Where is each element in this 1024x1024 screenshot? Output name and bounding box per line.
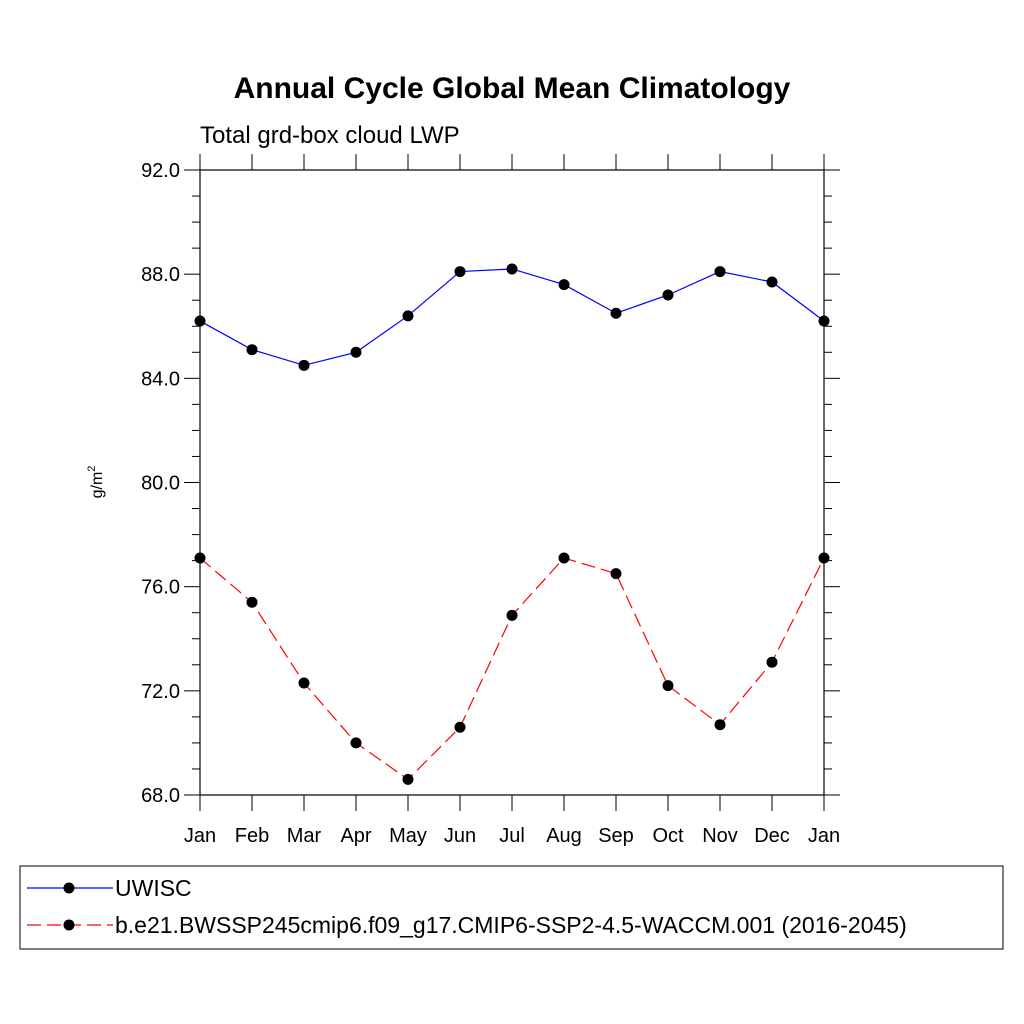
x-tick-label: Nov — [702, 825, 738, 847]
data-point — [766, 276, 778, 288]
x-tick-label: May — [389, 825, 427, 847]
data-point — [454, 721, 466, 733]
x-tick-label: Jan — [808, 825, 840, 847]
legend-label: UWISC — [115, 875, 192, 901]
legend: UWISC b.e21.BWSSP245cmip6.f09_g17.CMIP6-S… — [19, 865, 1004, 950]
data-point — [662, 680, 674, 692]
legend-entry-1: UWISC — [27, 875, 192, 901]
y-axis-label-unit: g/m — [89, 472, 106, 499]
data-point — [246, 344, 258, 356]
data-point — [714, 266, 726, 278]
x-tick-label: Jan — [184, 825, 216, 847]
data-point — [818, 315, 830, 327]
data-point — [558, 552, 570, 564]
data-point — [402, 773, 414, 785]
y-tick-label: 92.0 — [141, 160, 180, 182]
data-point — [714, 719, 726, 731]
x-tick-label: Sep — [598, 825, 634, 847]
data-point — [506, 263, 518, 275]
data-point — [246, 596, 258, 608]
data-point — [506, 609, 518, 621]
legend-label: b.e21.BWSSP245cmip6.f09_g17.CMIP6-SSP2-4… — [115, 912, 907, 938]
series-2 — [194, 552, 830, 785]
data-point — [194, 315, 206, 327]
y-tick-label: 80.0 — [141, 473, 180, 495]
data-point — [610, 568, 622, 580]
x-tick-label: Aug — [546, 825, 582, 847]
y-tick-label: 72.0 — [141, 681, 180, 703]
y-tick-label: 68.0 — [141, 785, 180, 807]
chart-title: Annual Cycle Global Mean Climatology — [234, 72, 791, 105]
data-point — [454, 266, 466, 278]
x-tick-label: Feb — [235, 825, 269, 847]
x-tick-label: Jul — [499, 825, 525, 847]
legend-marker — [63, 882, 75, 894]
data-point — [194, 552, 206, 564]
y-tick-label: 76.0 — [141, 577, 180, 599]
series-line — [199, 557, 825, 781]
y-tick-label: 84.0 — [141, 368, 180, 390]
series-line — [199, 268, 825, 366]
data-point — [298, 677, 310, 689]
series-layer — [194, 263, 830, 785]
data-point — [298, 359, 310, 371]
data-point — [402, 310, 414, 322]
data-point — [662, 289, 674, 301]
data-point — [350, 346, 362, 358]
y-axis-label: g/m2 — [86, 466, 106, 499]
legend-marker — [63, 919, 75, 931]
x-tick-label: Oct — [652, 825, 684, 847]
plot-area: 68.0 72.0 76.0 80.0 84.0 88.0 92.0 Jan Feb Mar Apr… — [141, 154, 840, 847]
x-tick-label: Apr — [340, 825, 371, 847]
data-point — [766, 656, 778, 668]
data-point — [558, 279, 570, 291]
y-axis-label-exponent: 2 — [86, 466, 98, 472]
y-tick-label: 88.0 — [141, 264, 180, 286]
x-tick-label: Jun — [444, 825, 476, 847]
data-point — [818, 552, 830, 564]
x-tick-label: Mar — [287, 825, 322, 847]
x-tick-label: Dec — [754, 825, 790, 847]
data-point — [610, 307, 622, 319]
data-point — [350, 737, 362, 749]
chart-subtitle: Total grd-box cloud LWP — [200, 122, 460, 149]
series-1 — [194, 263, 830, 371]
legend-frame — [19, 865, 1004, 950]
legend-entry-2: b.e21.BWSSP245cmip6.f09_g17.CMIP6-SSP2-4… — [27, 912, 907, 938]
